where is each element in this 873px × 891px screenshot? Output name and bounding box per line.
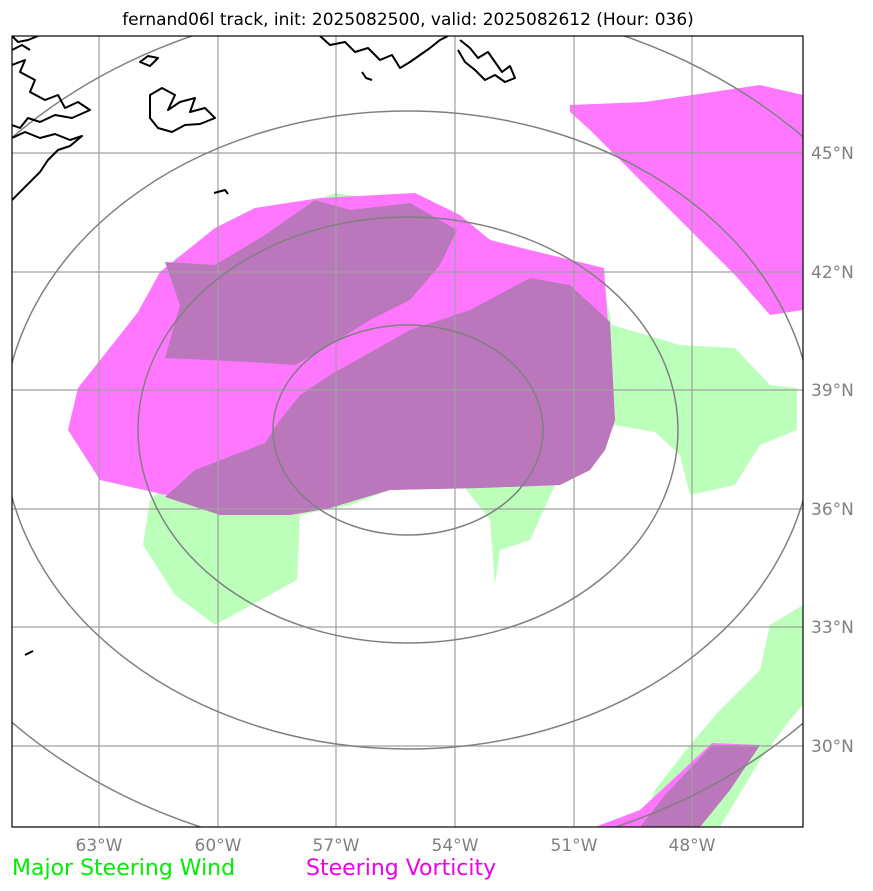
wind-area-southeast bbox=[640, 605, 803, 827]
lon-tick-labels: 63°W 60°W 57°W 54°W 51°W 48°W bbox=[76, 836, 716, 856]
coastline-newfoundland-north bbox=[319, 36, 449, 69]
lat-tick-label: 33°N bbox=[811, 618, 854, 638]
map-title: fernand06l track, init: 2025082500, vali… bbox=[122, 10, 694, 30]
coastline-nova-scotia bbox=[12, 59, 91, 129]
lat-tick-labels: 45°N 42°N 39°N 36°N 33°N 30°N bbox=[811, 144, 854, 757]
gridlines bbox=[12, 36, 803, 827]
lon-tick-label: 51°W bbox=[551, 836, 598, 856]
plot-border bbox=[11, 35, 804, 828]
legend-wind-label: Major Steering Wind bbox=[12, 856, 235, 881]
range-ring-outer bbox=[12, 110, 803, 750]
lon-tick-label: 57°W bbox=[313, 836, 360, 856]
lon-tick-label: 48°W bbox=[669, 836, 716, 856]
legend: Major Steering Wind Steering Vorticity bbox=[12, 856, 496, 881]
coastline-newfoundland-west bbox=[149, 87, 216, 133]
coastlines bbox=[12, 36, 516, 656]
lon-tick-label: 54°W bbox=[432, 836, 479, 856]
plot-area bbox=[12, 36, 803, 827]
lat-tick-label: 30°N bbox=[811, 737, 854, 757]
coastline-northwest-edge bbox=[12, 36, 39, 51]
lat-tick-label: 36°N bbox=[811, 500, 854, 520]
coastline-cape-breton bbox=[12, 131, 83, 201]
legend-vorticity-label: Steering Vorticity bbox=[306, 856, 496, 881]
lat-tick-label: 45°N bbox=[811, 144, 854, 164]
lat-tick-label: 39°N bbox=[811, 381, 854, 401]
overlap-area-north bbox=[165, 200, 457, 365]
lat-tick-label: 42°N bbox=[811, 263, 854, 283]
lon-tick-label: 63°W bbox=[76, 836, 123, 856]
lon-tick-label: 60°W bbox=[195, 836, 242, 856]
coastline-avalon bbox=[457, 39, 516, 83]
vorticity-area-northeast bbox=[570, 85, 803, 315]
range-ring-middle bbox=[137, 216, 679, 644]
range-ring-inner bbox=[272, 324, 544, 536]
range-rings bbox=[12, 36, 803, 827]
coastline-small-islands bbox=[24, 55, 373, 656]
